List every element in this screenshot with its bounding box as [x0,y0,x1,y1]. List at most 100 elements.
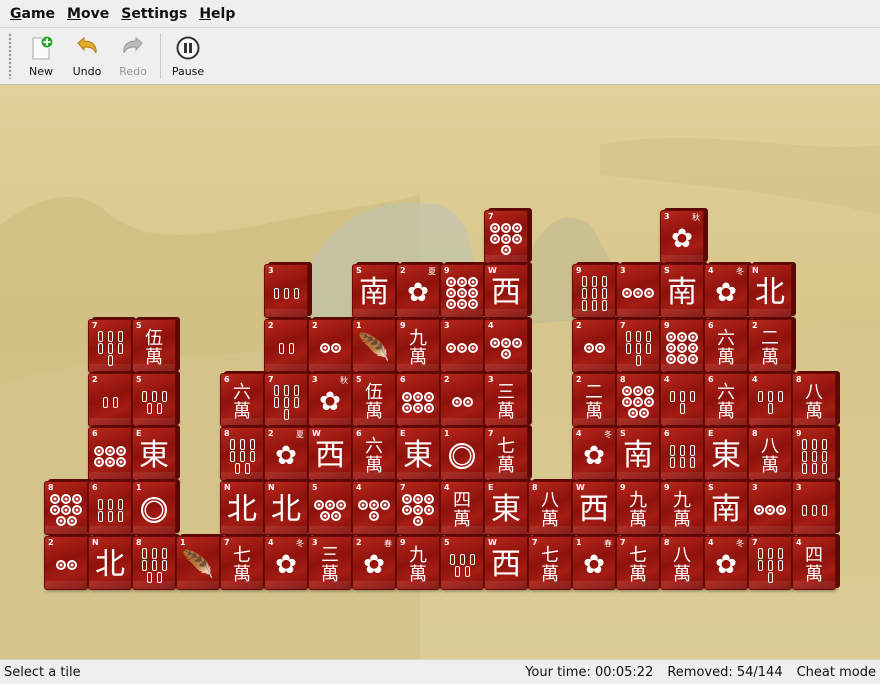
mahjong-tile[interactable]: 3 [440,319,484,373]
mahjong-tile[interactable]: 6 [88,427,132,481]
mahjong-tile[interactable]: 2 春 ✿ [352,536,396,590]
mahjong-tile[interactable]: 9 [792,427,836,481]
mahjong-tile[interactable]: 7 [748,536,792,590]
mahjong-tile[interactable]: 2 [88,373,132,427]
mahjong-tile[interactable]: 2 [264,319,308,373]
mahjong-tile[interactable]: 9 [440,264,484,318]
mahjong-tile[interactable]: 2 [308,319,352,373]
mahjong-tile[interactable]: 9 [660,319,704,373]
mahjong-tile[interactable]: 1 🪶 [176,536,220,590]
mahjong-tile[interactable]: 6 [396,373,440,427]
menu-move[interactable]: Move [67,5,110,22]
mahjong-tile[interactable]: 1 [132,481,176,535]
pause-button[interactable]: Pause [165,35,211,78]
mahjong-tile[interactable]: 3 [748,481,792,535]
mahjong-tile[interactable]: 4 [748,373,792,427]
redo-button[interactable]: Redo [110,35,156,78]
undo-button[interactable]: Undo [64,35,110,78]
mahjong-tile[interactable]: 2 [440,373,484,427]
menu-game[interactable]: Game [10,5,56,22]
mahjong-tile[interactable]: 1 🪶 [352,319,396,373]
mahjong-tile[interactable]: 7 [616,319,660,373]
mahjong-tile[interactable]: 6 [88,481,132,535]
menu-help[interactable]: Help [199,5,236,22]
mahjong-tile[interactable]: 1 春 ✿ [572,536,616,590]
game-board[interactable]: 7 3 秋 ✿ 3 S 南 2 夏 ✿ 9 W 西 9 3 S 南 4 冬 ✿ N 北 7 5 伍萬 2 2 1 🪶 9 九萬 3 4 2 7 9 6 六… [0,85,880,659]
mahjong-tile[interactable]: 5 [132,373,176,427]
mahjong-tile[interactable]: 3 [792,481,836,535]
mahjong-tile[interactable]: 4 冬 ✿ [264,536,308,590]
toolbar-grip[interactable] [8,33,12,79]
mahjong-tile[interactable]: 2 夏 ✿ [396,264,440,318]
mahjong-tile[interactable]: 2 [572,319,616,373]
mahjong-tile[interactable]: 7 [88,319,132,373]
mahjong-tile[interactable]: 4 [660,373,704,427]
mahjong-tile[interactable]: 8 [44,481,88,535]
mahjong-tile[interactable]: 2 夏 ✿ [264,427,308,481]
mahjong-tile[interactable]: 4 [352,481,396,535]
mahjong-tile[interactable]: 7 [396,481,440,535]
mahjong-tile[interactable]: 3 [616,264,660,318]
mahjong-tile[interactable]: 6 [660,427,704,481]
new-button[interactable]: New [18,35,64,78]
mahjong-tile[interactable]: 4 [484,319,528,373]
mahjong-tile[interactable]: 5 [440,536,484,590]
mahjong-tile[interactable]: 3 秋 ✿ [660,210,704,264]
mahjong-tile[interactable]: 8 [132,536,176,590]
mahjong-tile[interactable]: 3 [264,264,308,318]
mahjong-tile[interactable]: 9 [572,264,616,318]
mahjong-tile[interactable]: 7 [264,373,308,427]
menu-settings[interactable]: Settings [121,5,188,22]
mahjong-tile[interactable]: 4 冬 ✿ [704,264,748,318]
mahjong-tile[interactable]: 2 [44,536,88,590]
mahjong-tile[interactable]: 7 [484,210,528,264]
mahjong-tile[interactable]: 4 冬 ✿ [572,427,616,481]
mahjong-tile[interactable]: 3 秋 ✿ [308,373,352,427]
mahjong-tile[interactable]: 5 [308,481,352,535]
mahjong-tile[interactable]: 4 冬 ✿ [704,536,748,590]
mahjong-tile[interactable]: 8 [220,427,264,481]
mahjong-tile[interactable]: 8 [616,373,660,427]
mahjong-tile[interactable]: 1 [440,427,484,481]
